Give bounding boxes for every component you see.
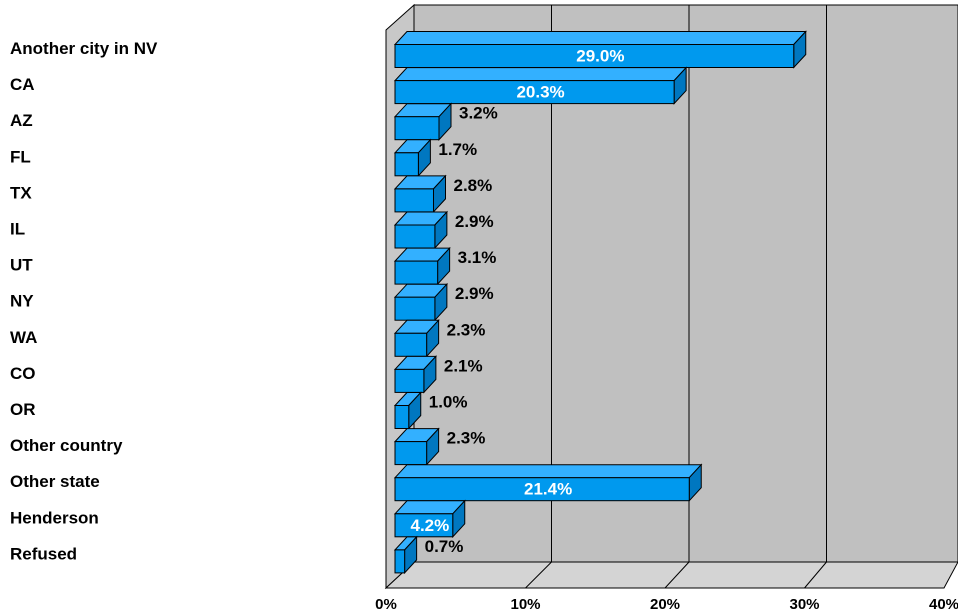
data-label: 3.2% <box>459 104 498 123</box>
category-label: WA <box>10 328 37 347</box>
bar-top <box>393 464 703 479</box>
bar-front <box>394 332 428 357</box>
x-tick-label: 40% <box>929 596 958 613</box>
bar-top <box>393 31 807 45</box>
x-tick-label: 0% <box>375 596 397 613</box>
x-tick-label: 20% <box>650 596 680 613</box>
data-labels: 29.0% 20.3% 3.2% 1.7% 2.8% 2.9% 3.1% 2.9% 2.3% 2.… <box>411 47 625 556</box>
category-label: Another city in NV <box>10 39 158 58</box>
category-label: OR <box>10 400 36 419</box>
data-label: 0.7% <box>425 537 464 556</box>
data-label: 2.3% <box>447 429 486 448</box>
data-label: 2.9% <box>455 284 494 303</box>
bar-front <box>394 224 436 249</box>
data-label: 21.4% <box>524 480 572 499</box>
bar <box>393 463 703 502</box>
bar-front <box>394 260 439 285</box>
bar-front <box>394 152 419 177</box>
bar <box>393 246 451 286</box>
data-label: 3.1% <box>458 248 497 267</box>
data-label: 2.9% <box>455 212 494 231</box>
bar-front <box>394 296 436 321</box>
category-labels: Another city in NV CA AZ FL TX IL UT NY WA CO OR Ot… <box>10 39 158 563</box>
category-label: Refused <box>10 544 77 563</box>
data-label: 2.1% <box>444 356 483 375</box>
category-label: NY <box>10 292 34 311</box>
bar-front <box>394 368 425 393</box>
bar <box>393 319 440 358</box>
bar <box>393 499 466 539</box>
gridline-floor <box>664 561 690 589</box>
data-label: 2.3% <box>447 320 486 339</box>
bars <box>393 30 807 575</box>
bar <box>393 427 440 466</box>
data-label: 29.0% <box>576 47 624 66</box>
data-label: 4.2% <box>411 516 450 535</box>
bar-front <box>394 477 690 502</box>
bar <box>393 535 418 575</box>
gridline-floor <box>804 561 827 589</box>
category-label: Other country <box>10 436 123 455</box>
x-tick-label: 10% <box>510 596 540 613</box>
bar-front <box>394 513 454 538</box>
bar <box>393 210 449 250</box>
category-label: IL <box>10 220 25 239</box>
data-label: 1.0% <box>429 393 468 412</box>
category-label: CA <box>10 75 35 94</box>
x-axis-tick-labels: 0% 10% 20% 30% 40% <box>375 596 958 613</box>
bar-front <box>394 116 440 141</box>
category-label: FL <box>10 147 31 166</box>
bar-front <box>394 549 406 574</box>
bar-front <box>394 80 675 105</box>
bar-top <box>393 67 688 82</box>
category-label: UT <box>10 256 33 275</box>
data-label: 20.3% <box>516 83 564 102</box>
category-label: CO <box>10 364 36 383</box>
category-label: AZ <box>10 111 33 130</box>
x-tick-label: 30% <box>789 596 819 613</box>
bar-front <box>394 405 410 429</box>
bar <box>393 102 453 141</box>
bar <box>393 174 447 214</box>
bar <box>393 391 422 430</box>
category-label: Henderson <box>10 508 99 527</box>
bar <box>393 355 438 394</box>
gridline-floor <box>525 561 552 589</box>
chart-floor <box>384 561 958 589</box>
data-label: 1.7% <box>438 140 477 159</box>
bar-front <box>394 188 434 213</box>
bar <box>393 30 807 69</box>
category-label: Other state <box>10 472 100 491</box>
category-label: TX <box>10 183 32 202</box>
bar <box>393 66 688 105</box>
data-label: 2.8% <box>454 176 493 195</box>
bar-front <box>394 441 428 466</box>
bar <box>393 282 449 322</box>
